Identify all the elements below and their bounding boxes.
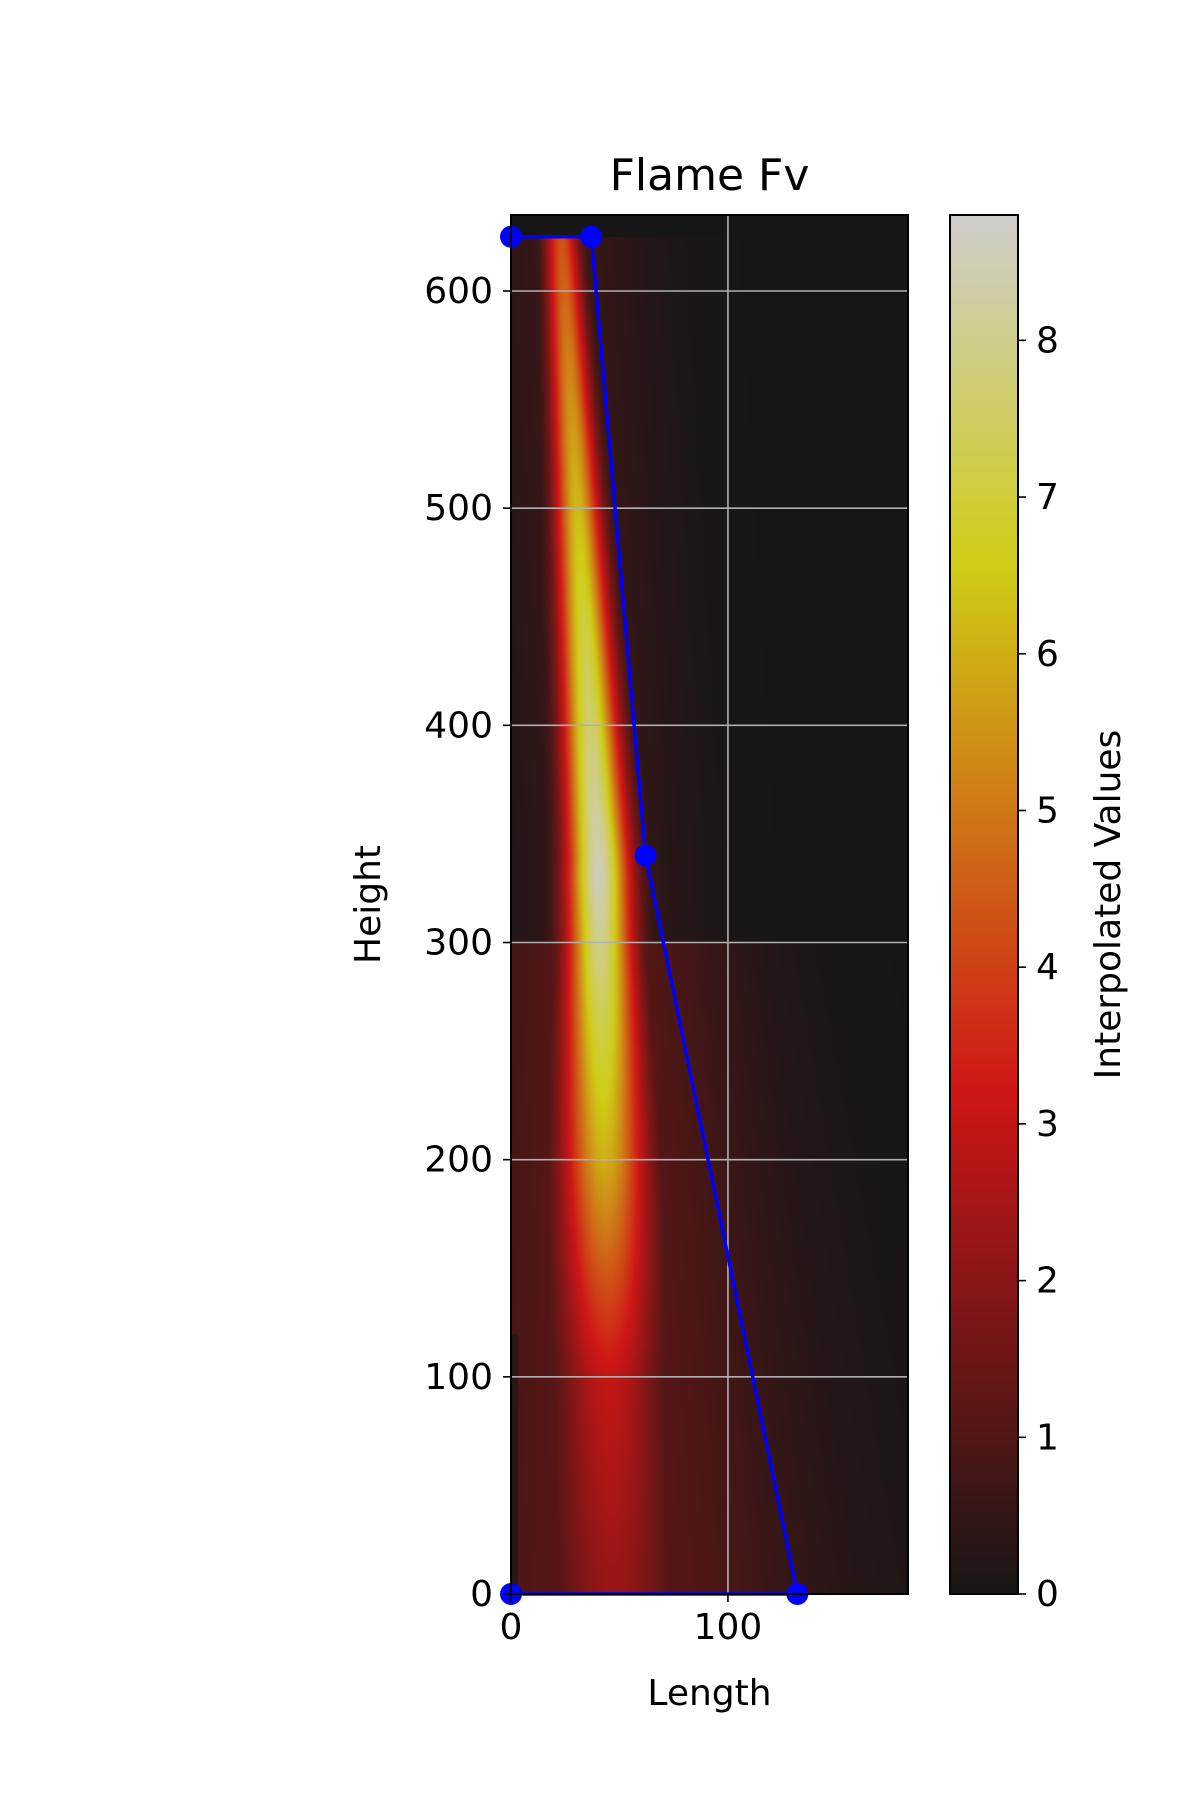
y-tick-label: 200 [424,1140,493,1181]
colorbar-tick-label: 0 [1036,1574,1059,1615]
x-tick-label: 100 [694,1607,763,1648]
colorbar-label: Interpolated Values [1088,730,1129,1080]
y-axis-label: Height [348,845,389,964]
chart-title: Flame Fv [610,150,810,201]
heatmap-image [511,215,908,1594]
colorbar-tick-label: 7 [1036,477,1059,518]
colorbar-gradient [950,215,1018,1594]
polygon-point [634,844,657,867]
colorbar-tick-label: 5 [1036,790,1059,831]
colorbar-tick-label: 6 [1036,634,1059,675]
polygon-point [580,225,603,248]
colorbar-tick-label: 3 [1036,1104,1059,1145]
colorbar: 0 1 2 3 4 5 6 7 8 Interpolated Values [949,214,1129,1615]
colorbar-tick-label: 2 [1036,1261,1059,1302]
colorbar-tick-label: 8 [1036,320,1059,361]
y-tick-label: 400 [424,705,493,746]
plot-frame [510,214,909,1595]
x-axis-label: Length [647,1673,771,1714]
y-tick-label: 0 [470,1574,493,1615]
colorbar-tick-label: 4 [1036,947,1059,988]
x-tick-label: 0 [500,1607,523,1648]
colorbar-tick-label: 1 [1036,1417,1059,1458]
y-tick-label: 500 [424,488,493,529]
y-tick-label: 300 [424,923,493,964]
colorbar-frame [949,214,1019,1595]
y-tick-label: 600 [424,271,493,312]
y-tick-label: 100 [424,1357,493,1398]
